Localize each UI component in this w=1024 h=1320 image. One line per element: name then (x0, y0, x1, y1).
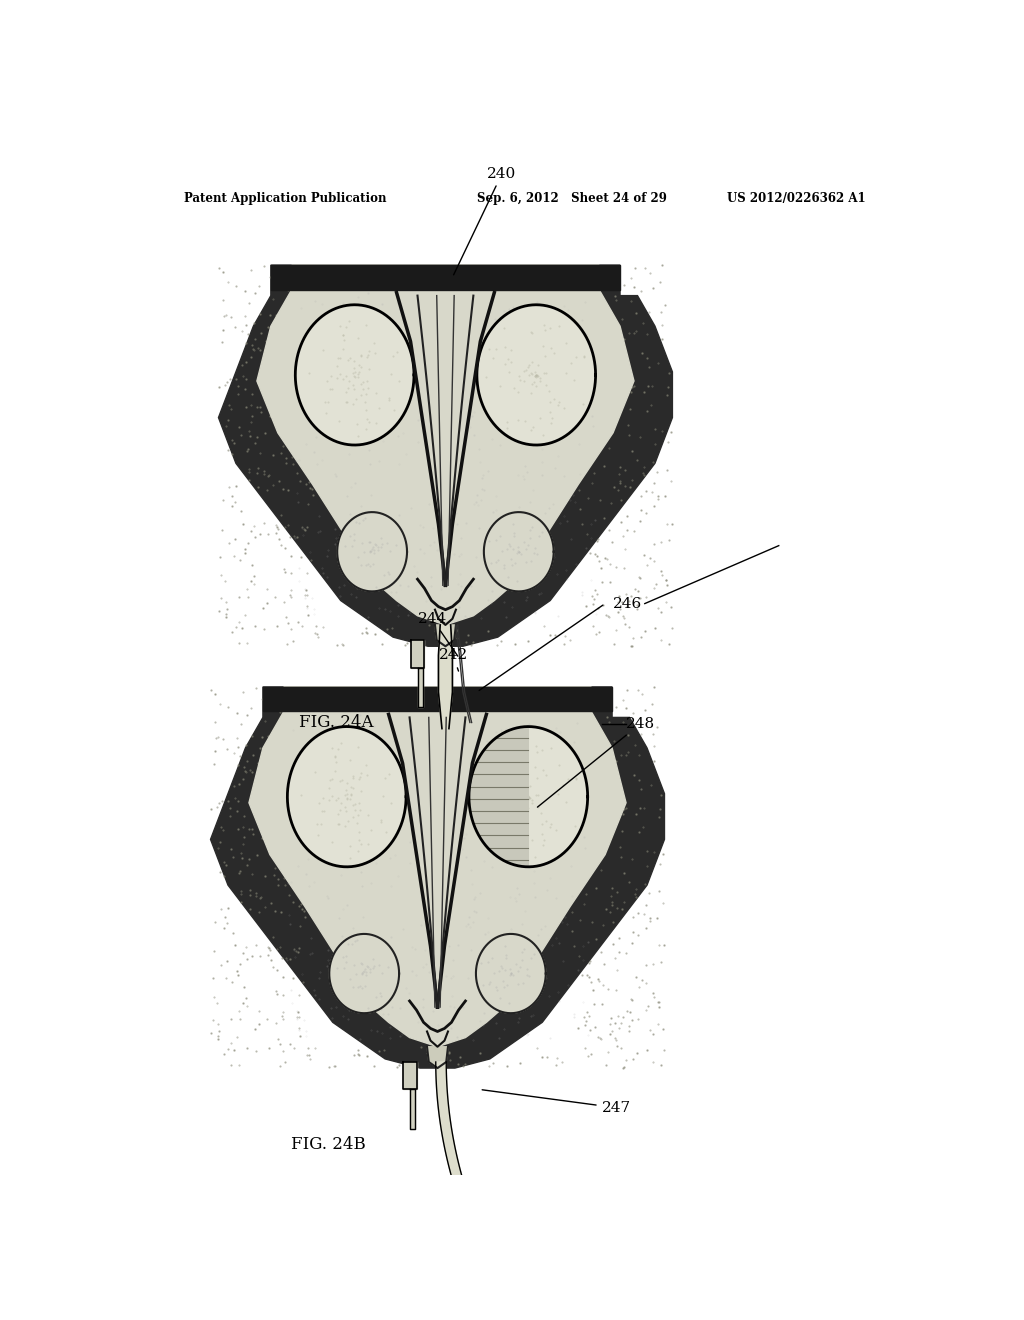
Text: Sep. 6, 2012   Sheet 24 of 29: Sep. 6, 2012 Sheet 24 of 29 (477, 191, 667, 205)
Polygon shape (211, 686, 665, 1068)
Polygon shape (477, 305, 596, 445)
Polygon shape (249, 686, 626, 1047)
Polygon shape (438, 624, 453, 729)
Polygon shape (337, 512, 407, 591)
Text: 242: 242 (438, 648, 468, 671)
Text: 240: 240 (454, 166, 516, 275)
Polygon shape (330, 935, 399, 1014)
Polygon shape (270, 265, 620, 289)
Polygon shape (476, 935, 546, 1014)
Text: US 2012/0226362 A1: US 2012/0226362 A1 (727, 191, 866, 205)
Polygon shape (469, 726, 528, 867)
Polygon shape (263, 686, 612, 711)
Polygon shape (288, 726, 407, 867)
Polygon shape (484, 512, 554, 591)
Polygon shape (411, 640, 425, 668)
Polygon shape (295, 305, 414, 445)
Text: 246: 246 (613, 597, 642, 611)
Polygon shape (435, 624, 456, 647)
Polygon shape (389, 714, 486, 1007)
Text: FIG. 24A: FIG. 24A (299, 714, 374, 731)
Polygon shape (418, 668, 423, 708)
Text: FIG. 24B: FIG. 24B (291, 1135, 366, 1152)
Text: 248: 248 (538, 717, 655, 807)
Text: Patent Application Publication: Patent Application Publication (183, 191, 386, 205)
Text: 247: 247 (482, 1090, 631, 1114)
Polygon shape (410, 1089, 415, 1129)
Bar (457, 1203, 481, 1226)
Polygon shape (396, 293, 495, 585)
Polygon shape (218, 265, 673, 647)
Polygon shape (402, 1063, 417, 1089)
Polygon shape (257, 265, 634, 624)
Polygon shape (436, 1063, 474, 1214)
Polygon shape (469, 726, 588, 867)
Text: 244: 244 (418, 612, 458, 656)
Polygon shape (427, 1047, 447, 1068)
